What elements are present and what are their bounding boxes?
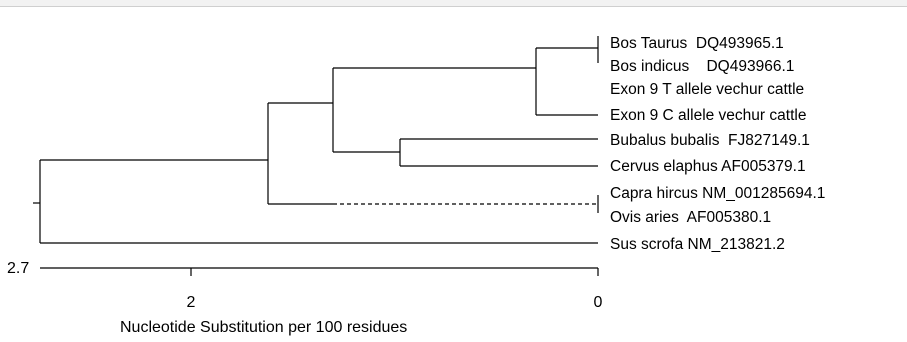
scale-tick-label-2: 2 <box>187 294 196 311</box>
leaf-label-ovis: Ovis aries AF005380.1 <box>610 209 771 226</box>
leaf-label-bubalus: Bubalus bubalis FJ827149.1 <box>610 132 810 149</box>
window-top-border <box>0 0 907 7</box>
scale-tick-label-0: 0 <box>594 294 603 311</box>
leaf-label-exon9-c: Exon 9 C allele vechur cattle <box>610 107 806 124</box>
leaf-label-sus-scrofa: Sus scrofa NM_213821.2 <box>610 236 785 253</box>
leaf-label-exon9-t: Exon 9 T allele vechur cattle <box>610 81 804 98</box>
leaf-label-bos-taurus: Bos Taurus DQ493965.1 <box>610 35 784 52</box>
leaf-labels: Bos Taurus DQ493965.1 Bos indicus DQ4939… <box>610 35 825 253</box>
leaf-label-cervus: Cervus elaphus AF005379.1 <box>610 158 806 175</box>
leaf-label-capra: Capra hircus NM_001285694.1 <box>610 185 825 202</box>
leaf-label-bos-indicus: Bos indicus DQ493966.1 <box>610 58 794 75</box>
axis-title: Nucleotide Substitution per 100 residues <box>120 319 407 336</box>
scale-max-label: 2.7 <box>7 260 29 277</box>
tree-branches <box>33 36 599 276</box>
